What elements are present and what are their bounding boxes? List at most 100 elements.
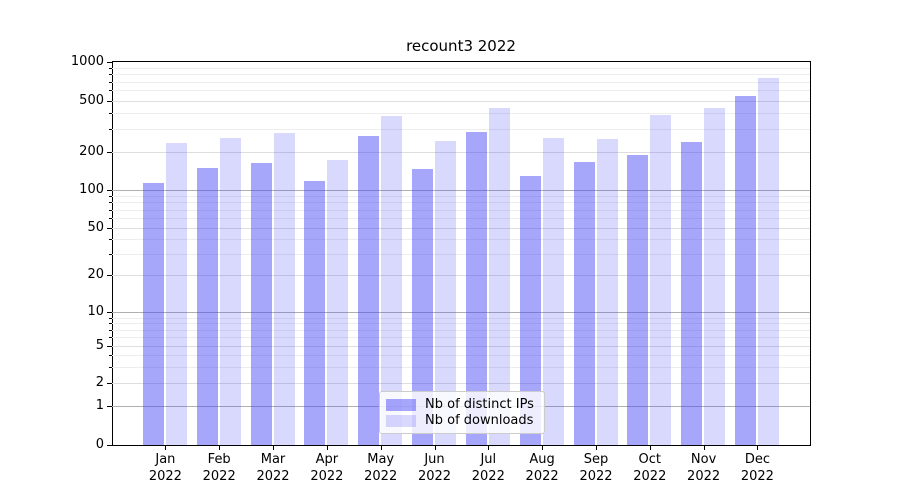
legend-swatch-distinct-ips-icon — [386, 398, 416, 411]
bar-downloads-apr — [327, 160, 349, 445]
bar-distinct-ips-jun — [412, 168, 433, 445]
chart-title: recount3 2022 — [406, 37, 516, 55]
x-axis-label-jun: Jun 2022 — [417, 452, 452, 484]
bar-distinct-ips-aug — [519, 176, 541, 445]
legend: Nb of distinct IPs Nb of downloads — [379, 391, 545, 434]
bar-downloads-dec — [757, 78, 779, 445]
y-axis-minor-tick-mark-9 — [109, 317, 112, 319]
spine-bottom — [112, 445, 811, 446]
bar-downloads-oct — [650, 115, 672, 445]
gridline-minor-90 — [112, 195, 810, 197]
y-axis-tick-label-2: 2 — [95, 375, 104, 391]
x-axis-tick-mark-dec — [757, 446, 759, 450]
x-axis-label-aug: Aug 2022 — [525, 452, 559, 484]
bar-distinct-ips-mar — [250, 163, 272, 445]
y-axis-minor-tick-mark-70 — [109, 209, 112, 211]
y-axis-tick-mark-20 — [107, 275, 112, 277]
gridline-minor-40 — [112, 239, 810, 241]
y-axis-tick-label-200: 200 — [79, 143, 104, 159]
x-axis-tick-mark-mar — [273, 446, 274, 450]
gridline-minor-9 — [112, 317, 810, 319]
x-axis-label-mar: Mar 2022 — [256, 452, 290, 484]
gridline-minor-60 — [112, 218, 810, 219]
y-axis-minor-tick-mark-6 — [109, 337, 112, 338]
y-axis-tick-mark-200 — [107, 151, 112, 153]
gridline-minor-900 — [112, 67, 810, 69]
x-axis-tick-mark-nov — [703, 446, 705, 450]
legend-swatch-downloads-icon — [386, 414, 416, 427]
y-axis-minor-tick-mark-700 — [109, 81, 112, 83]
gridline-minor-8 — [112, 323, 810, 325]
x-axis-tick-mark-jul — [488, 446, 490, 450]
y-axis-tick-mark-5 — [107, 345, 112, 347]
bar-distinct-ips-nov — [681, 141, 703, 445]
x-axis-tick-mark-oct — [649, 446, 651, 450]
bar-distinct-ips-apr — [304, 181, 326, 445]
gridline-500 — [112, 100, 810, 102]
gridline-minor-30 — [112, 254, 810, 256]
legend-item-downloads: Nb of downloads — [386, 413, 536, 428]
legend-item-distinct-ips: Nb of distinct IPs — [386, 397, 536, 412]
bar-downloads-jun — [435, 140, 456, 445]
bar-distinct-ips-may — [358, 135, 380, 445]
y-axis-tick-label-500: 500 — [79, 92, 104, 108]
x-axis-label-oct: Oct 2022 — [633, 452, 667, 484]
y-axis-tick-mark-1 — [107, 406, 112, 407]
gridline-minor-800 — [112, 74, 810, 76]
gridline-50 — [112, 227, 810, 229]
gridline-minor-80 — [112, 202, 810, 204]
gridline-2 — [112, 383, 810, 385]
y-axis-tick-mark-0 — [107, 445, 112, 446]
y-axis-tick-mark-500 — [107, 100, 112, 102]
y-axis-tick-mark-50 — [107, 227, 112, 229]
bar-distinct-ips-jan — [142, 183, 164, 445]
gridline-minor-700 — [112, 81, 810, 83]
spine-top — [112, 61, 811, 62]
spine-right — [810, 61, 811, 446]
bar-downloads-jul — [488, 108, 510, 445]
x-axis-label-jan: Jan 2022 — [148, 452, 182, 484]
gridline-minor-6 — [112, 337, 810, 338]
y-axis-minor-tick-mark-90 — [109, 195, 112, 197]
x-axis-label-sep: Sep 2022 — [579, 452, 613, 484]
y-axis-minor-tick-mark-30 — [109, 254, 112, 256]
x-axis-label-may: May 2022 — [364, 452, 398, 484]
x-axis-tick-mark-sep — [596, 446, 597, 450]
y-axis-tick-label-100: 100 — [79, 182, 104, 198]
y-axis-minor-tick-mark-600 — [109, 90, 112, 92]
y-axis-tick-mark-10 — [107, 312, 112, 314]
gridline-minor-4 — [112, 354, 810, 356]
x-axis-tick-mark-apr — [326, 446, 328, 450]
x-axis-label-nov: Nov 2022 — [687, 452, 721, 484]
x-axis-label-dec: Dec 2022 — [740, 452, 774, 484]
bar-distinct-ips-sep — [573, 162, 595, 445]
x-axis-label-apr: Apr 2022 — [310, 452, 344, 484]
x-axis-label-feb: Feb 2022 — [202, 452, 236, 484]
gridline-minor-3 — [112, 366, 810, 368]
bar-downloads-may — [381, 116, 403, 445]
gridline-minor-300 — [112, 129, 810, 131]
gridline-200 — [112, 151, 810, 153]
legend-label-distinct-ips: Nb of distinct IPs — [425, 397, 534, 412]
gridline-20 — [112, 275, 810, 277]
gridline-minor-7 — [112, 329, 810, 331]
y-axis-minor-tick-mark-3 — [109, 366, 112, 368]
x-axis-tick-mark-jan — [165, 446, 167, 450]
y-axis-minor-tick-mark-60 — [109, 218, 112, 219]
y-axis-tick-label-5: 5 — [95, 337, 104, 353]
y-axis-tick-label-0: 0 — [95, 437, 104, 452]
x-axis-tick-mark-feb — [219, 446, 221, 450]
plot-area — [112, 61, 810, 445]
gridline-minor-70 — [112, 209, 810, 211]
y-axis-tick-label-10: 10 — [87, 304, 104, 320]
y-axis-tick-label-1: 1 — [95, 398, 104, 413]
bar-downloads-nov — [704, 107, 726, 445]
gridline-minor-600 — [112, 90, 810, 92]
y-axis-minor-tick-mark-40 — [109, 239, 112, 241]
bar-downloads-mar — [273, 132, 295, 445]
y-axis-minor-tick-mark-8 — [109, 323, 112, 325]
y-axis-minor-tick-mark-300 — [109, 129, 112, 131]
x-axis-tick-mark-jun — [434, 446, 436, 450]
y-axis-tick-label-20: 20 — [87, 267, 104, 283]
